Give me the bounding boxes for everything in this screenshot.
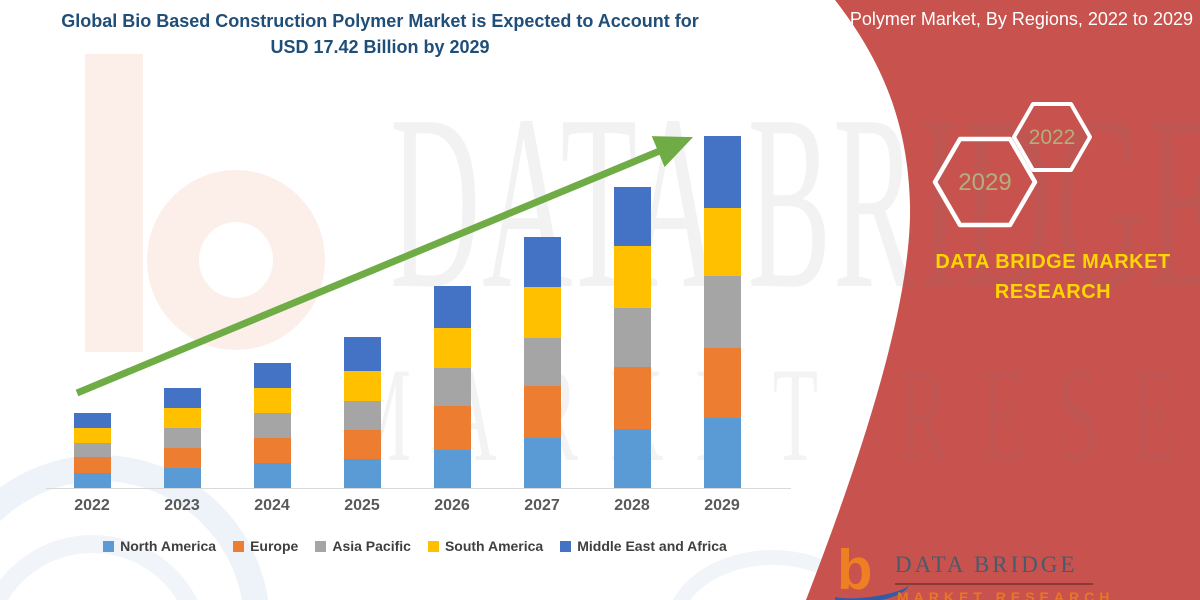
footer-logo: b DATA BRIDGE MARKET RESEARCH	[835, 548, 1120, 600]
legend-swatch-icon	[103, 540, 115, 552]
footer-logo-tagline: MARKET RESEARCH	[897, 589, 1115, 600]
legend-item-south-america: South America	[427, 538, 544, 554]
legend-swatch-icon	[233, 540, 245, 552]
legend-label: South America	[444, 538, 544, 554]
legend-swatch-icon	[560, 540, 572, 552]
legend-item-asia-pacific: Asia Pacific	[315, 538, 411, 554]
legend-item-europe: Europe	[233, 538, 298, 554]
legend-label: Asia Pacific	[332, 538, 411, 554]
legend-swatch-icon	[315, 540, 327, 552]
chart-title: Global Bio Based Construction Polymer Ma…	[61, 11, 699, 57]
footer-logo-name: DATA BRIDGE	[895, 552, 1078, 577]
legend-swatch-icon	[427, 540, 439, 552]
footer-logo-b-icon: b	[837, 548, 873, 600]
legend-label: North America	[120, 538, 217, 554]
legend-label: Europe	[250, 538, 299, 554]
legend-item-north-america: North America	[103, 538, 216, 554]
legend-item-middle-east-and-africa: Middle East and Africa	[560, 538, 727, 554]
footer-logo-rule	[895, 583, 1093, 585]
red-banner-panel	[806, 0, 1200, 600]
banner-heading: Polymer Market, By Regions, 2022 to 2029	[849, 9, 1193, 29]
watermark-text-marketresearch: MARKET RESEARCH	[345, 341, 1200, 490]
x-axis-line	[46, 488, 791, 489]
chart-legend: North America Europe Asia Pacific South Ame…	[30, 538, 800, 554]
brand-text: DATA BRIDGE MARKET RESEARCH	[935, 251, 1171, 303]
legend-label: Middle East and Africa	[577, 538, 727, 554]
